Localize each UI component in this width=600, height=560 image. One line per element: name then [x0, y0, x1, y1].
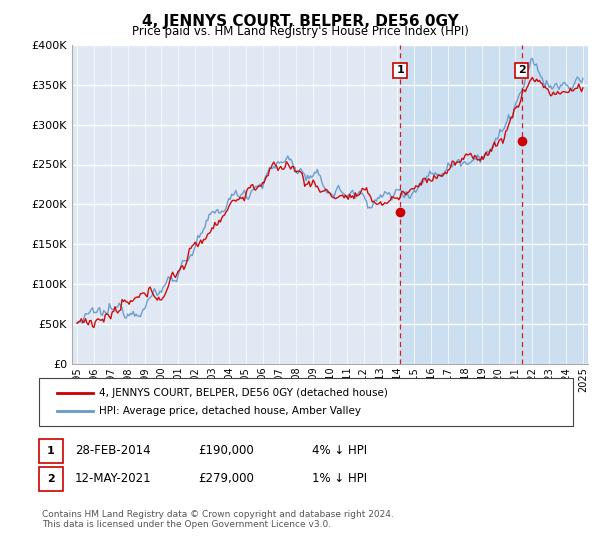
Text: 2: 2 — [518, 66, 526, 76]
Text: 28-FEB-2014: 28-FEB-2014 — [75, 444, 151, 458]
Text: 12-MAY-2021: 12-MAY-2021 — [75, 472, 152, 486]
Text: Contains HM Land Registry data © Crown copyright and database right 2024.
This d: Contains HM Land Registry data © Crown c… — [42, 510, 394, 529]
Text: 1: 1 — [396, 66, 404, 76]
Text: £279,000: £279,000 — [198, 472, 254, 486]
Text: 1: 1 — [47, 446, 55, 456]
Bar — [400, 45, 588, 364]
Text: 4, JENNYS COURT, BELPER, DE56 0GY (detached house): 4, JENNYS COURT, BELPER, DE56 0GY (detac… — [99, 388, 388, 398]
Text: £190,000: £190,000 — [198, 444, 254, 458]
Text: Price paid vs. HM Land Registry's House Price Index (HPI): Price paid vs. HM Land Registry's House … — [131, 25, 469, 38]
Text: 4, JENNYS COURT, BELPER, DE56 0GY: 4, JENNYS COURT, BELPER, DE56 0GY — [142, 14, 458, 29]
Text: HPI: Average price, detached house, Amber Valley: HPI: Average price, detached house, Ambe… — [99, 406, 361, 416]
Text: 1% ↓ HPI: 1% ↓ HPI — [312, 472, 367, 486]
Text: 4% ↓ HPI: 4% ↓ HPI — [312, 444, 367, 458]
Text: 2: 2 — [47, 474, 55, 484]
Bar — [72, 45, 400, 364]
